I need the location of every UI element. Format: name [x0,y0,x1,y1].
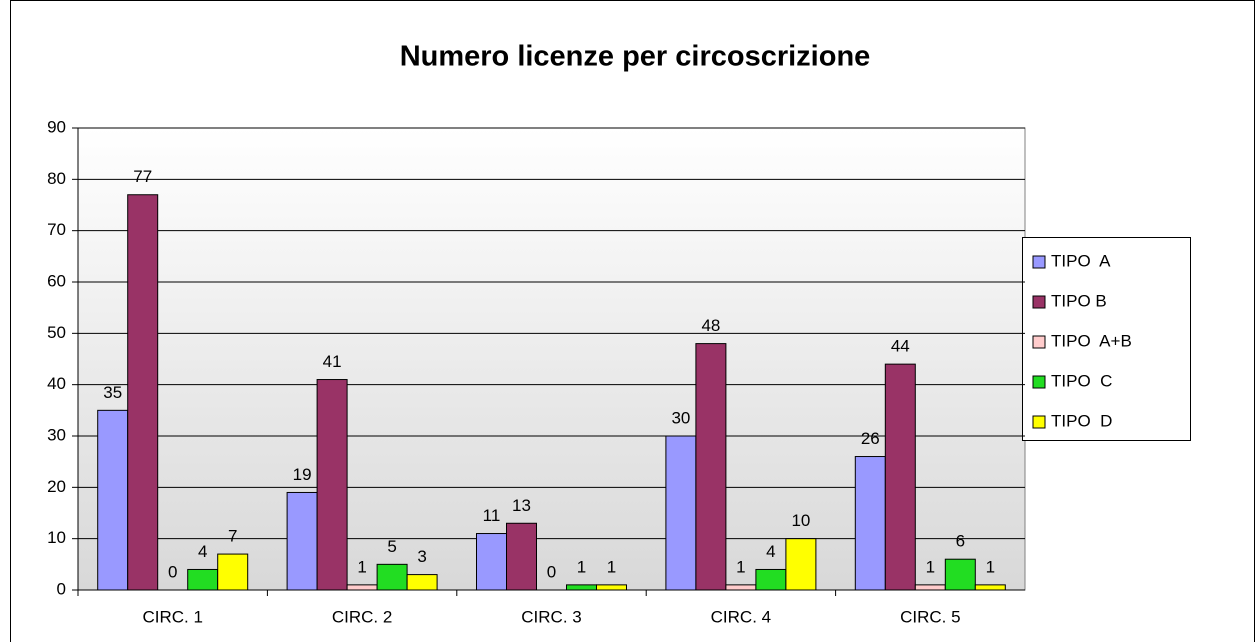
bar [476,533,507,591]
data-label: 3 [417,547,426,566]
data-label: 11 [483,506,501,525]
bar [187,568,219,591]
legend-label: TIPO B [1051,291,1107,310]
data-label: 1 [607,557,616,576]
x-tick-label: CIRC. 5 [900,607,960,626]
bar [316,379,348,591]
bar [914,584,946,591]
data-label: 13 [512,496,531,515]
bar [854,456,886,591]
data-label: 0 [547,562,556,581]
y-tick-label: 40 [47,374,66,393]
bar [406,574,438,591]
x-tick-label: CIRC. 4 [711,607,771,626]
data-label: 1 [357,557,366,576]
bar [695,343,727,591]
x-tick-label: CIRC. 1 [142,607,202,626]
bar [127,194,159,591]
y-tick-label: 60 [47,271,66,290]
y-tick-label: 0 [57,579,66,598]
legend [1022,237,1191,441]
x-tick-label: CIRC. 2 [332,607,392,626]
data-label: 1 [577,557,586,576]
data-label: 1 [986,557,995,576]
legend-swatch [1032,255,1046,269]
data-label: 0 [168,562,177,581]
y-tick-label: 20 [47,477,66,496]
y-tick-label: 10 [47,528,66,547]
data-label: 77 [133,167,152,186]
bar [566,584,597,591]
bar [596,584,627,591]
data-label: 19 [293,465,312,484]
data-label: 1 [926,557,935,576]
y-tick-label: 90 [47,117,66,136]
data-label: 1 [736,557,745,576]
data-label: 26 [861,429,880,448]
data-label: 5 [387,537,396,556]
y-tick-label: 70 [47,220,66,239]
data-label: 7 [228,527,237,546]
legend-label: TIPO D [1051,411,1112,430]
bar [346,584,378,591]
legend-swatch [1032,375,1046,389]
data-label: 30 [671,408,690,427]
legend-swatch [1032,335,1046,349]
data-label: 41 [323,352,342,371]
bar [944,558,976,591]
y-tick-label: 80 [47,169,66,188]
bar [974,584,1006,591]
x-tick-label: CIRC. 3 [521,607,581,626]
bar [97,409,129,591]
bar [884,363,916,591]
bar [665,435,697,591]
bar [376,563,408,591]
data-label: 35 [103,383,122,402]
bar [286,491,318,591]
data-label: 4 [766,542,775,561]
data-label: 6 [956,532,965,551]
y-tick-label: 30 [47,425,66,444]
y-tick-label: 50 [47,323,66,342]
bar [506,522,537,591]
legend-label: TIPO C [1051,371,1112,390]
data-label: 10 [791,511,810,530]
bar [217,553,249,591]
bar [785,538,817,591]
bar [755,568,787,591]
legend-swatch [1032,295,1046,309]
data-label: 48 [701,316,720,335]
chart-title: Numero licenze per circoscrizione [400,41,871,73]
legend-label: TIPO A+B [1051,331,1132,350]
bar [725,584,757,591]
legend-swatch [1032,415,1046,429]
data-label: 4 [198,542,207,561]
data-label: 44 [891,337,910,356]
legend-label: TIPO A [1051,251,1111,270]
